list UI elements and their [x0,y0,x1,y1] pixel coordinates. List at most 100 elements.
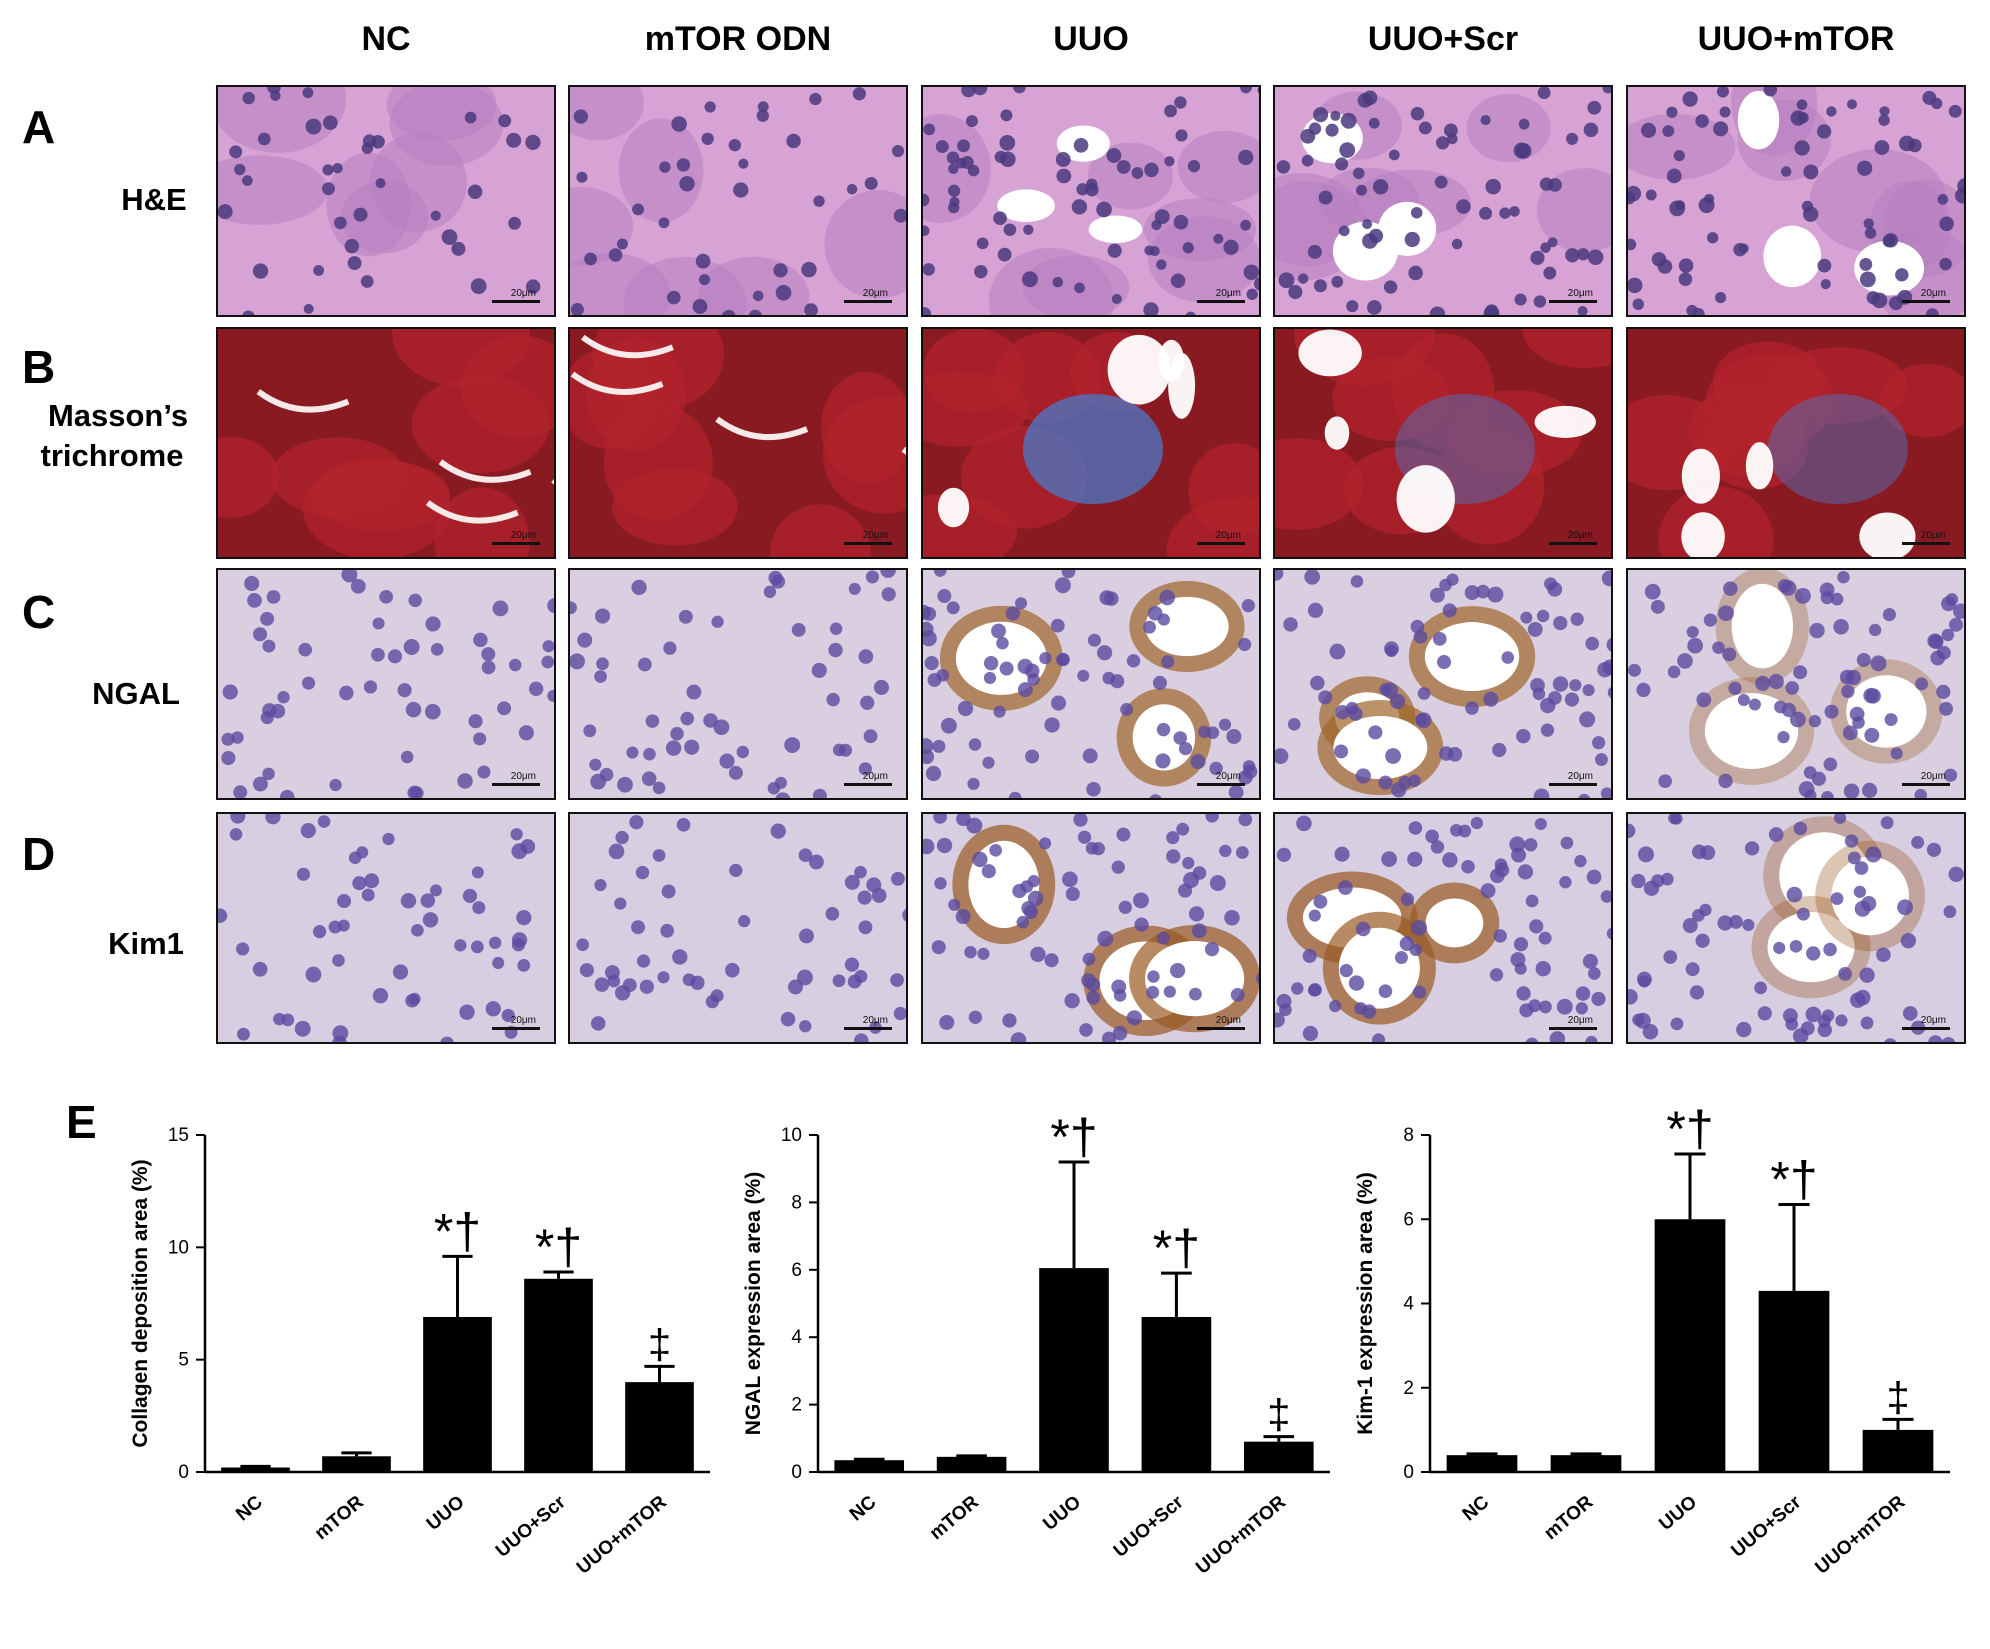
scale-bar-label: 20μm [1215,288,1241,299]
x-tick-label: UUO+mTOR [1811,1492,1909,1579]
y-tick-label: 6 [1403,1209,1414,1230]
column-header-nc: NC [361,20,411,58]
y-tick-label: 2 [1403,1378,1414,1399]
bar-uuo-scr [1758,1290,1830,1472]
y-tick-label: 5 [178,1350,189,1371]
scale-bar [844,783,892,786]
scale-bar [492,783,540,786]
micrograph-d-2: 20μm [568,812,908,1044]
x-tick-label: UUO [1655,1492,1701,1535]
x-tick-label: UUO+Scr [1110,1491,1188,1561]
scale-bar [1549,542,1597,545]
scale-bar [1197,1027,1245,1030]
scale-bar-label: 20μm [1920,771,1946,782]
bar-uuo-mtor [1862,1429,1934,1472]
micrograph-c-2: 20μm [568,568,908,800]
y-tick-label: 4 [791,1327,802,1348]
scale-bar-label: 20μm [862,530,888,541]
significance-annotation: *† [1666,1101,1713,1157]
row-label-kim1: Kim1 [108,926,184,961]
scale-bar-label: 20μm [862,771,888,782]
chart-1: 0 5 10 15 Collagen deposition area (%) NC mTOR… [129,1125,710,1579]
micrograph-d-4: 20μm [1273,812,1613,1044]
micrograph-b-3: 20μm [921,327,1261,559]
significance-annotation: *† [535,1219,582,1275]
micrograph-c-3: 20μm [921,568,1261,800]
panel-letter-a: A [22,101,56,153]
bar-nc [834,1460,905,1472]
x-tick-label: NC [846,1492,881,1526]
panel-letter-d: D [22,828,56,880]
scale-bar-label: 20μm [510,1015,536,1026]
scale-bar [492,300,540,303]
bar-uuo-mtor [625,1382,694,1472]
scale-bar [1197,300,1245,303]
scale-bar [1197,783,1245,786]
y-tick-label: 2 [791,1395,802,1416]
micrograph-d-3: 20μm [921,812,1261,1044]
bar-uuo-mtor [1243,1441,1314,1472]
scale-bar-label: 20μm [1567,530,1593,541]
x-tick-label: mTOR [1540,1492,1597,1545]
scale-bar [844,300,892,303]
significance-annotation: *† [1153,1220,1200,1276]
scale-bar-label: 20μm [510,530,536,541]
scale-bar [1902,542,1950,545]
micrograph-a-3: 20μm [921,85,1261,317]
scale-bar-label: 20μm [510,771,536,782]
y-tick-label: 0 [1403,1462,1414,1483]
scale-bar-label: 20μm [862,1015,888,1026]
scale-bar [1197,542,1245,545]
micrograph-d-1: 20μm [216,812,556,1044]
panel-letter-b: B [22,341,56,393]
scale-bar [844,1027,892,1030]
significance-annotation: ‡ [1267,1391,1290,1438]
micrograph-b-5: 20μm [1626,327,1966,559]
significance-annotation: *† [434,1203,481,1259]
y-axis-label: Collagen deposition area (%) [129,1159,152,1447]
row-label-masson-line2: trichrome [40,438,184,473]
panel-letter-c: C [22,586,56,638]
y-tick-label: 10 [781,1125,802,1146]
y-tick-label: 10 [168,1237,189,1258]
y-axis-label: NGAL expression area (%) [742,1172,765,1435]
bar-mtor [322,1456,391,1472]
scale-bar [492,1027,540,1030]
micrograph-c-4: 20μm [1273,568,1613,800]
scale-bar [1549,1027,1597,1030]
bar-uuo-scr [524,1278,593,1472]
y-tick-label: 4 [1403,1294,1414,1315]
scale-bar [1549,300,1597,303]
y-tick-label: 0 [178,1462,189,1483]
x-tick-label: UUO+Scr [492,1491,570,1561]
micrograph-b-1: 20μm [216,327,556,559]
column-header-uuo: UUO [1053,20,1129,58]
bar-mtor [1550,1455,1622,1472]
bar-mtor [936,1456,1007,1472]
x-tick-label: UUO+mTOR [1192,1492,1290,1579]
significance-annotation: *† [1050,1109,1097,1165]
micrograph-b-4: 20μm [1273,327,1613,559]
significance-annotation: ‡ [1886,1373,1909,1420]
y-axis-label: Kim-1 expression area (%) [1354,1172,1377,1435]
y-tick-label: 0 [791,1462,802,1483]
micrograph-d-5: 20μm [1626,812,1966,1044]
bar-uuo [423,1316,492,1472]
bar-uuo [1039,1268,1109,1472]
x-tick-label: mTOR [311,1492,368,1545]
bar-uuo-scr [1141,1316,1212,1472]
scale-bar-label: 20μm [1567,771,1593,782]
column-header-mtor-odn: mTOR ODN [644,20,832,58]
micrograph-a-4: 20μm [1273,85,1613,317]
scale-bar-label: 20μm [1920,288,1946,299]
x-tick-label: NC [232,1492,267,1526]
scale-bar-label: 20μm [862,288,888,299]
chart-2: 0 2 4 6 8 10 NGAL expression area (%) NC mTOR *† U… [742,1109,1330,1579]
significance-annotation: ‡ [648,1320,671,1367]
micrograph-a-1: 20μm [216,85,556,317]
y-tick-label: 8 [1403,1125,1414,1146]
scale-bar-label: 20μm [1567,288,1593,299]
micrograph-b-2: 20μm [568,327,908,559]
micrograph-c-1: 20μm [216,568,556,800]
scale-bar [492,542,540,545]
